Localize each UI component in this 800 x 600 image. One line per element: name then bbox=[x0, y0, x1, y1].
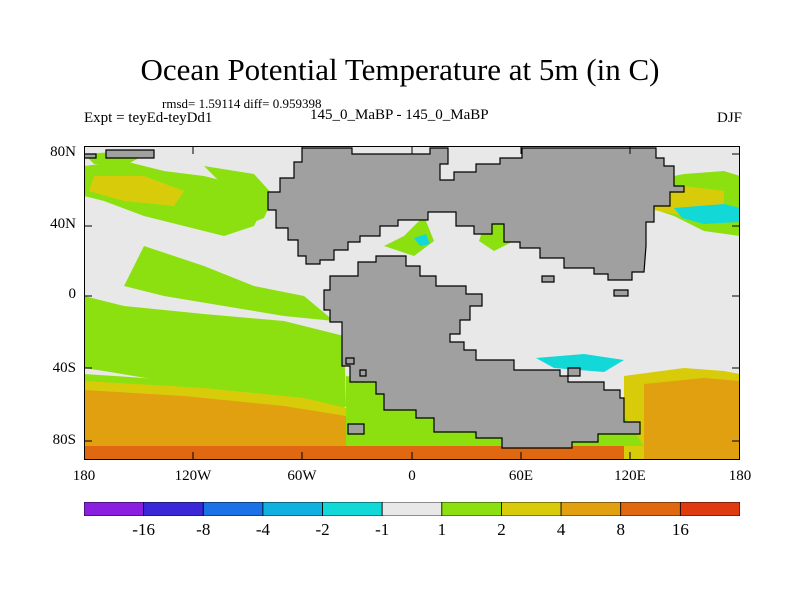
colorbar-swatch bbox=[560, 502, 622, 516]
axis-ticks bbox=[84, 146, 740, 460]
season-label: DJF bbox=[716, 110, 742, 126]
y-tick-label: 80N bbox=[50, 144, 76, 160]
colorbar bbox=[84, 502, 740, 516]
x-tick-label: 120E bbox=[614, 468, 646, 484]
colorbar-swatch bbox=[381, 502, 443, 516]
y-tick-label: 40S bbox=[52, 360, 76, 376]
colorbar-swatch bbox=[679, 502, 740, 516]
colorbar-swatch bbox=[441, 502, 502, 516]
map-plot bbox=[84, 146, 740, 460]
y-tick-label: 40N bbox=[50, 216, 76, 232]
y-tick-label: 80S bbox=[52, 432, 76, 448]
x-tick-label: 60W bbox=[287, 468, 317, 484]
x-tick-label: 180 bbox=[72, 468, 96, 484]
experiment-label: Expt = teyEd-teyDd1 bbox=[84, 110, 213, 126]
colorbar-label: -4 bbox=[255, 520, 270, 539]
colorbar-label: 8 bbox=[616, 520, 625, 539]
colorbar-swatch bbox=[202, 502, 264, 516]
colorbar-label: -8 bbox=[196, 520, 211, 539]
colorbar-label: 2 bbox=[497, 520, 506, 539]
colorbar-label: 16 bbox=[671, 520, 689, 539]
plot-title: Ocean Potential Temperature at 5m (in C) bbox=[140, 52, 660, 87]
colorbar-swatch bbox=[620, 502, 681, 516]
colorbar-label: 4 bbox=[556, 520, 566, 539]
colorbar-swatch bbox=[143, 502, 204, 516]
colorbar-swatch bbox=[84, 502, 145, 516]
stats-text: rmsd= 1.59114 diff= 0.959398 bbox=[162, 96, 322, 111]
colorbar-swatch bbox=[501, 502, 562, 516]
x-tick-label: 60E bbox=[508, 468, 534, 484]
colorbar-swatch bbox=[262, 502, 323, 516]
colorbar-label: 1 bbox=[437, 520, 447, 539]
colorbar-label: -16 bbox=[132, 520, 155, 539]
colorbar-label: -2 bbox=[315, 520, 330, 539]
y-tick-label: 0 bbox=[68, 286, 77, 302]
x-tick-label: 120W bbox=[174, 468, 212, 484]
x-tick-label: 180 bbox=[728, 468, 752, 484]
colorbar-swatch bbox=[322, 502, 383, 516]
land-masses bbox=[84, 147, 685, 449]
subtitle: 145_0_MaBP - 145_0_MaBP bbox=[310, 107, 489, 123]
x-tick-label: 0 bbox=[408, 468, 416, 484]
colorbar-label: -1 bbox=[375, 520, 390, 539]
